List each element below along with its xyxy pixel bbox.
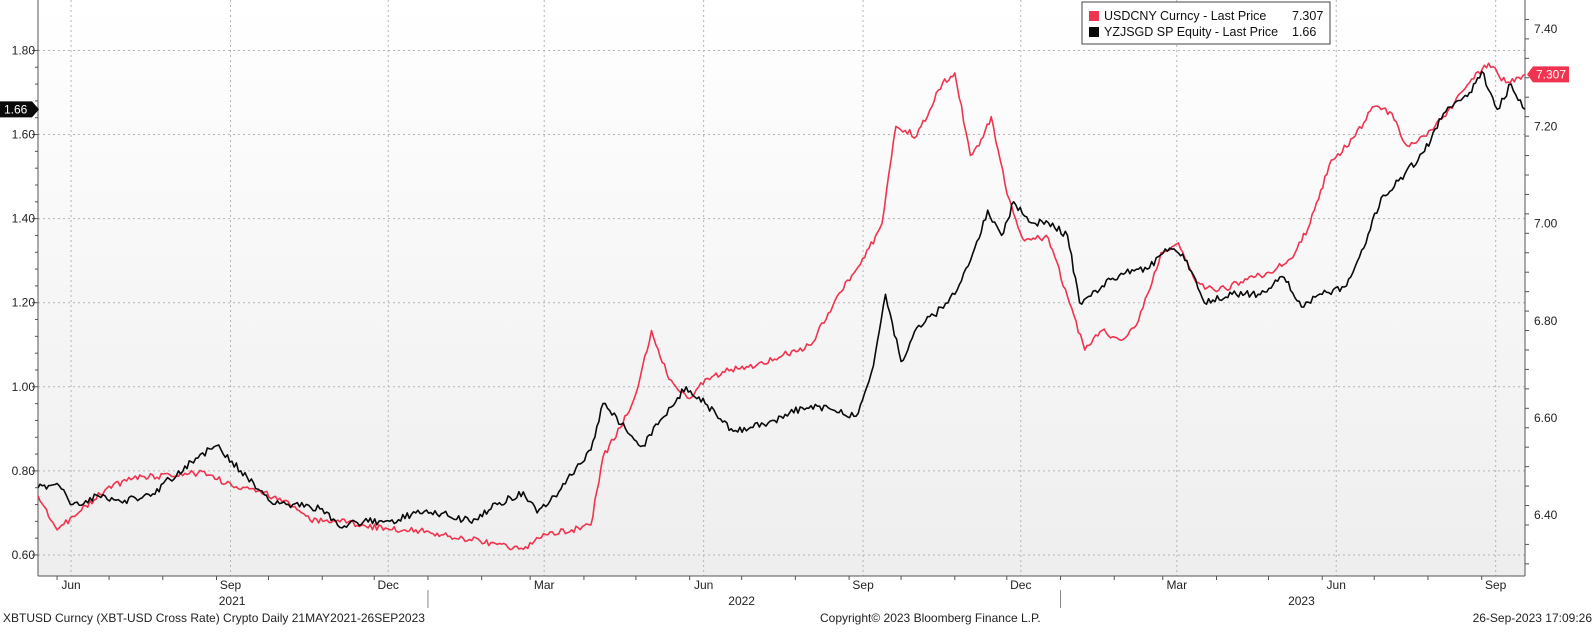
left-axis-tick-label: 1.80 [12, 43, 36, 57]
x-axis-month-label: Sep [1485, 578, 1507, 592]
gridlines [38, 0, 1525, 576]
last-value-marker-usdcny [1527, 66, 1569, 83]
series-line-yzjsgd [38, 70, 1525, 529]
legend-label-yzjsgd: YZJSGD SP Equity - Last Price [1104, 25, 1278, 39]
x-axis-month-label: Mar [534, 578, 555, 592]
left-axis-tick-label: 0.60 [12, 548, 36, 562]
last-value-label-yzjsgd: 1.66 [4, 102, 28, 116]
axes: 0.60 0.80 1.00 1.20 1.40 1.60 1.80 6.40 6.60 6.80… [12, 0, 1558, 608]
legend-box [1081, 1, 1331, 45]
series-lines [38, 62, 1525, 551]
x-axis-month-label: Dec [1010, 578, 1031, 592]
last-value-marker-yzjsgd [0, 101, 39, 118]
left-axis-tick-label: 1.40 [12, 212, 36, 226]
right-axis-tick-label: 7.40 [1534, 22, 1558, 36]
left-axis-tick-label: 1.20 [12, 296, 36, 310]
legend-value-usdcny: 7.307 [1292, 9, 1323, 23]
last-value-label-usdcny: 7.307 [1536, 67, 1566, 81]
x-axis-month-label: Mar [1166, 578, 1187, 592]
right-axis-tick-label: 6.80 [1534, 314, 1558, 328]
x-axis-month-label: Jun [694, 578, 713, 592]
x-axis-month-label: Sep [852, 578, 874, 592]
footer: XBTUSD Curncy (XBT-USD Cross Rate) Crypt… [3, 611, 1592, 625]
legend: USDCNY Curncy - Last Price 7.307 YZJSGD … [1081, 1, 1331, 45]
footer-description: XBTUSD Curncy (XBT-USD Cross Rate) Crypt… [3, 611, 425, 625]
plot-area [38, 0, 1525, 576]
series-line-usdcny [38, 62, 1525, 551]
x-axis-month-label: Sep [220, 578, 242, 592]
right-axis-tick-label: 7.00 [1534, 217, 1558, 231]
x-axis-month-label: Dec [378, 578, 399, 592]
left-axis-tick-label: 0.80 [12, 464, 36, 478]
right-axis-tick-label: 6.60 [1534, 411, 1558, 425]
legend-value-yzjsgd: 1.66 [1292, 25, 1316, 39]
x-axis-year-label: 2022 [728, 594, 755, 608]
left-axis-tick-label: 1.00 [12, 380, 36, 394]
footer-copyright: Copyright© 2023 Bloomberg Finance L.P. [820, 611, 1041, 625]
x-axis-year-label: 2021 [219, 594, 246, 608]
legend-swatch-yzjsgd [1089, 27, 1099, 37]
x-axis-month-label: Jun [61, 578, 80, 592]
x-axis-month-label: Jun [1327, 578, 1346, 592]
legend-swatch-usdcny [1089, 11, 1099, 21]
left-axis-tick-label: 1.60 [12, 128, 36, 142]
footer-timestamp: 26-Sep-2023 17:09:26 [1473, 611, 1593, 625]
x-axis-year-label: 2023 [1288, 594, 1315, 608]
last-value-markers: 7.307 1.66 [0, 66, 1569, 118]
right-axis-tick-label: 7.20 [1534, 119, 1558, 133]
legend-label-usdcny: USDCNY Curncy - Last Price [1104, 9, 1266, 23]
right-axis-tick-label: 6.40 [1534, 508, 1558, 522]
